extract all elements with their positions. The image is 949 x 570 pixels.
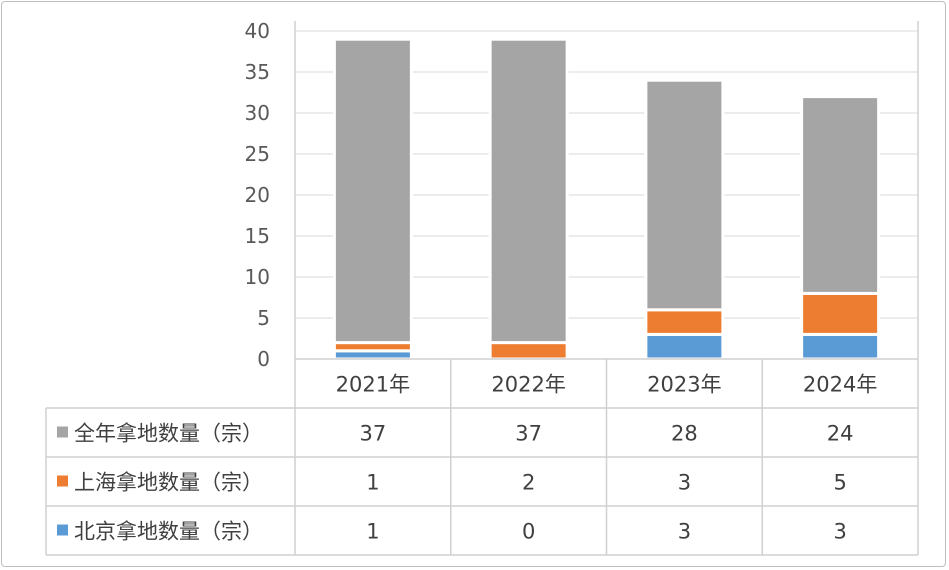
bar-segment xyxy=(488,37,569,345)
data-value-label: 3 xyxy=(678,520,691,544)
y-tick-label: 5 xyxy=(257,306,270,330)
data-value-label: 3 xyxy=(833,520,846,544)
data-value-label: 0 xyxy=(522,520,535,544)
x-category-label: 2022年 xyxy=(491,373,565,397)
bar-segment xyxy=(488,341,569,361)
y-tick-label: 30 xyxy=(245,101,270,125)
x-category-label: 2023年 xyxy=(647,373,721,397)
data-value-label: 28 xyxy=(671,422,698,446)
data-value-label: 37 xyxy=(515,422,542,446)
legend-swatch xyxy=(57,475,68,487)
y-tick-label: 40 xyxy=(245,19,270,43)
y-tick-label: 35 xyxy=(245,60,270,84)
data-value-label: 37 xyxy=(360,422,387,446)
bar-segment xyxy=(644,332,725,361)
data-value-label: 1 xyxy=(366,520,379,544)
data-value-label: 3 xyxy=(678,471,691,495)
y-axis: 0 5 10 15 20 25 30 35 40 xyxy=(245,19,270,371)
bar-segment xyxy=(644,78,725,312)
bar-segment xyxy=(800,291,881,336)
y-tick-label: 15 xyxy=(245,224,270,248)
data-value-label: 24 xyxy=(827,422,854,446)
bar-segment xyxy=(800,332,881,361)
y-tick-label: 25 xyxy=(245,142,270,166)
x-category-label: 2021年 xyxy=(336,373,410,397)
data-value-label: 5 xyxy=(833,471,846,495)
x-category-label: 2024年 xyxy=(803,373,877,397)
bar-segment xyxy=(800,95,881,295)
legend-label: 上海拿地数量（宗） xyxy=(74,471,263,495)
bar-segment xyxy=(644,308,725,336)
legend-label: 全年拿地数量（宗） xyxy=(74,422,263,446)
y-tick-label: 0 xyxy=(257,347,270,371)
y-tick-label: 20 xyxy=(245,183,270,207)
legend-swatch xyxy=(57,524,68,536)
data-value-label: 1 xyxy=(366,471,379,495)
legend-swatch xyxy=(57,426,68,438)
legend-label: 北京拿地数量（宗） xyxy=(74,520,263,544)
y-tick-label: 10 xyxy=(245,265,270,289)
data-value-label: 2 xyxy=(522,471,535,495)
bar-segment xyxy=(332,37,413,345)
bars xyxy=(332,37,881,361)
